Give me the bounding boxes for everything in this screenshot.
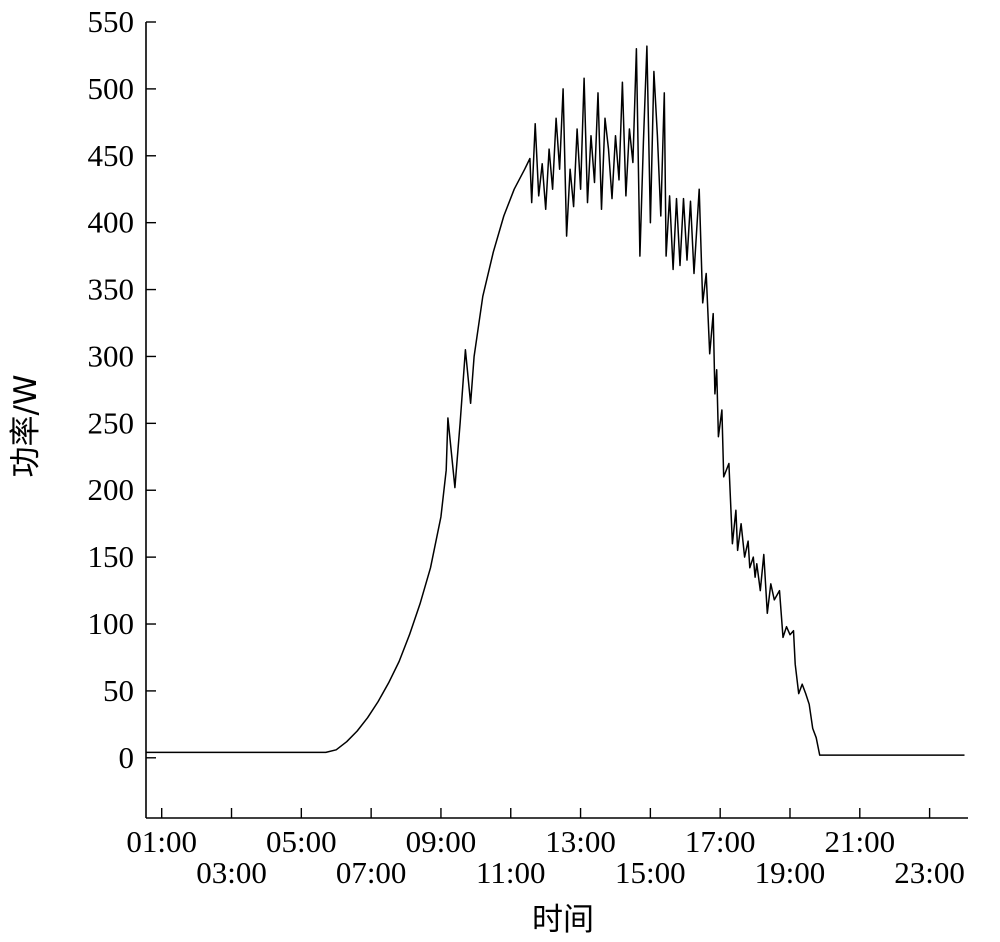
x-tick-label: 19:00: [755, 855, 826, 890]
series-layer: [146, 45, 965, 756]
y-tick-label: 550: [88, 4, 135, 39]
axes-frame: [145, 22, 968, 819]
y-tick-label: 450: [88, 138, 135, 173]
x-tick-label: 07:00: [336, 855, 407, 890]
x-tick-label: 11:00: [476, 855, 545, 890]
x-tick-label: 17:00: [685, 824, 756, 859]
y-tick-label: 500: [88, 71, 135, 106]
y-tick-label: 300: [88, 338, 135, 373]
y-tick-label: 50: [103, 673, 134, 708]
x-tick-label: 05:00: [266, 824, 337, 859]
y-tick-label: 100: [88, 606, 135, 641]
y-tick-label: 150: [88, 539, 135, 574]
x-tick-label: 21:00: [824, 824, 895, 859]
y-axis-title: 功率/W: [8, 374, 44, 477]
y-tick-label: 250: [88, 405, 135, 440]
x-axis-title: 时间: [532, 902, 594, 938]
y-axis-ticks: 0 50 100 150 200 250 300 350 400 450 500 550: [88, 4, 156, 775]
y-tick-label: 200: [88, 472, 135, 507]
x-tick-label: 09:00: [406, 824, 477, 859]
x-axis-ticks: 01:0003:0005:0007:0009:0011:0013:0015:00…: [126, 808, 965, 890]
power-series-line: [146, 45, 965, 756]
y-tick-label: 350: [88, 272, 135, 307]
x-tick-label: 13:00: [545, 824, 616, 859]
y-tick-label: 0: [119, 740, 135, 775]
x-tick-label: 03:00: [196, 855, 267, 890]
y-tick-label: 400: [88, 205, 135, 240]
x-tick-label: 01:00: [126, 824, 197, 859]
x-tick-label: 23:00: [894, 855, 965, 890]
x-tick-label: 15:00: [615, 855, 686, 890]
